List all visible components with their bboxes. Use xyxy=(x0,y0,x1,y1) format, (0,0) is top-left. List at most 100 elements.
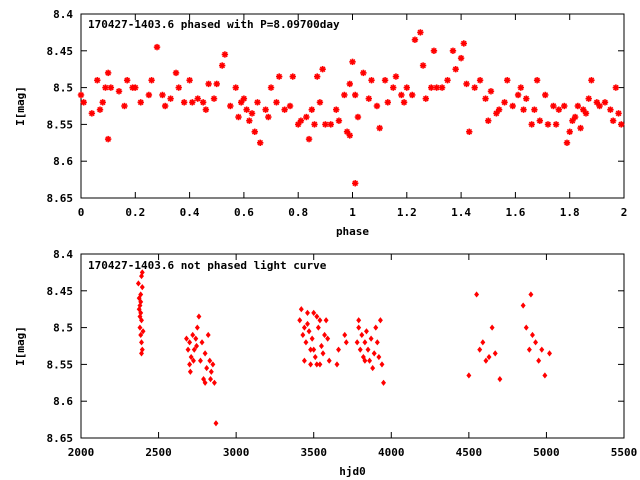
data-point xyxy=(530,331,535,339)
data-point xyxy=(596,102,603,110)
data-point xyxy=(400,99,408,106)
data-point xyxy=(208,376,214,383)
data-point xyxy=(588,77,595,84)
data-point xyxy=(561,102,568,110)
data-point xyxy=(334,361,340,368)
data-point xyxy=(167,95,174,102)
data-point xyxy=(311,346,317,353)
data-point xyxy=(115,88,123,95)
data-point xyxy=(485,117,492,124)
data-point xyxy=(474,291,480,298)
data-point xyxy=(433,84,440,91)
data-point xyxy=(477,346,483,353)
data-point xyxy=(363,328,369,335)
data-point xyxy=(187,361,193,368)
data-point xyxy=(199,339,205,346)
data-point xyxy=(207,357,213,364)
data-point xyxy=(463,80,470,88)
data-point xyxy=(368,335,374,342)
data-point xyxy=(235,113,242,121)
data-point xyxy=(188,353,194,361)
data-point xyxy=(273,99,280,106)
data-point xyxy=(523,324,529,331)
data-point xyxy=(202,106,210,113)
x-tick-label: 0.2 xyxy=(125,206,145,219)
data-point xyxy=(204,364,210,372)
x-tick-label: 1.8 xyxy=(560,206,580,219)
data-point xyxy=(153,43,161,51)
data-point xyxy=(256,139,264,146)
data-point xyxy=(612,84,620,91)
data-point xyxy=(509,102,516,110)
data-point xyxy=(460,40,468,47)
data-point xyxy=(240,95,248,102)
x-axis-label: phase xyxy=(336,225,369,238)
data-point xyxy=(138,331,144,339)
data-point xyxy=(322,331,328,339)
data-point xyxy=(536,117,544,124)
data-point xyxy=(376,124,383,132)
data-point xyxy=(297,317,303,324)
data-point xyxy=(185,346,191,353)
data-point xyxy=(104,135,112,143)
data-point xyxy=(377,317,383,324)
data-point xyxy=(514,91,522,99)
y-tick-label: 8.6 xyxy=(53,155,73,168)
x-tick-label: 3000 xyxy=(223,446,250,459)
data-point xyxy=(476,77,484,84)
data-point xyxy=(251,128,258,135)
data-point xyxy=(520,302,526,309)
y-tick-label: 8.6 xyxy=(53,395,73,408)
data-point xyxy=(305,135,313,143)
data-point xyxy=(486,353,492,361)
data-point xyxy=(550,102,557,110)
data-point xyxy=(211,379,217,386)
data-point xyxy=(577,124,584,132)
data-point xyxy=(145,91,153,99)
y-tick-label: 8.5 xyxy=(53,82,73,95)
data-point xyxy=(547,350,552,357)
y-tick-label: 8.5 xyxy=(53,322,73,335)
plot-frame xyxy=(80,253,625,439)
data-point xyxy=(352,180,359,187)
data-point xyxy=(520,106,527,113)
data-point xyxy=(306,328,312,335)
data-point xyxy=(430,47,438,54)
data-point xyxy=(495,106,503,113)
data-point xyxy=(189,99,196,106)
data-point xyxy=(333,106,340,113)
data-point xyxy=(373,102,381,110)
x-tick-label: 0.6 xyxy=(234,206,254,219)
data-point xyxy=(346,80,353,88)
data-point xyxy=(298,306,304,313)
data-point xyxy=(184,335,189,342)
data-point xyxy=(381,77,389,84)
x-tick-label: 3500 xyxy=(300,446,327,459)
data-point xyxy=(180,99,188,106)
data-point xyxy=(571,113,579,121)
data-point xyxy=(342,331,348,339)
data-point xyxy=(365,346,371,353)
data-point xyxy=(303,113,310,121)
data-point xyxy=(381,379,386,386)
data-point xyxy=(312,353,318,361)
data-point xyxy=(191,357,196,364)
data-point xyxy=(533,77,541,84)
data-point xyxy=(254,99,261,106)
data-point xyxy=(552,121,560,128)
x-axis-label: hjd0 xyxy=(339,465,366,478)
data-point xyxy=(354,113,362,121)
x-tick-label: 0 xyxy=(78,206,85,219)
data-point xyxy=(275,73,283,80)
y-tick-label: 8.45 xyxy=(47,45,74,58)
data-point xyxy=(314,73,321,80)
data-point xyxy=(533,339,539,346)
data-point xyxy=(542,372,548,379)
data-point xyxy=(517,84,525,91)
data-point xyxy=(289,73,296,80)
data-point xyxy=(232,84,239,91)
y-axis-label: I[mag] xyxy=(14,86,27,126)
data-point xyxy=(172,69,180,77)
data-point xyxy=(319,66,326,73)
data-point xyxy=(218,62,226,69)
